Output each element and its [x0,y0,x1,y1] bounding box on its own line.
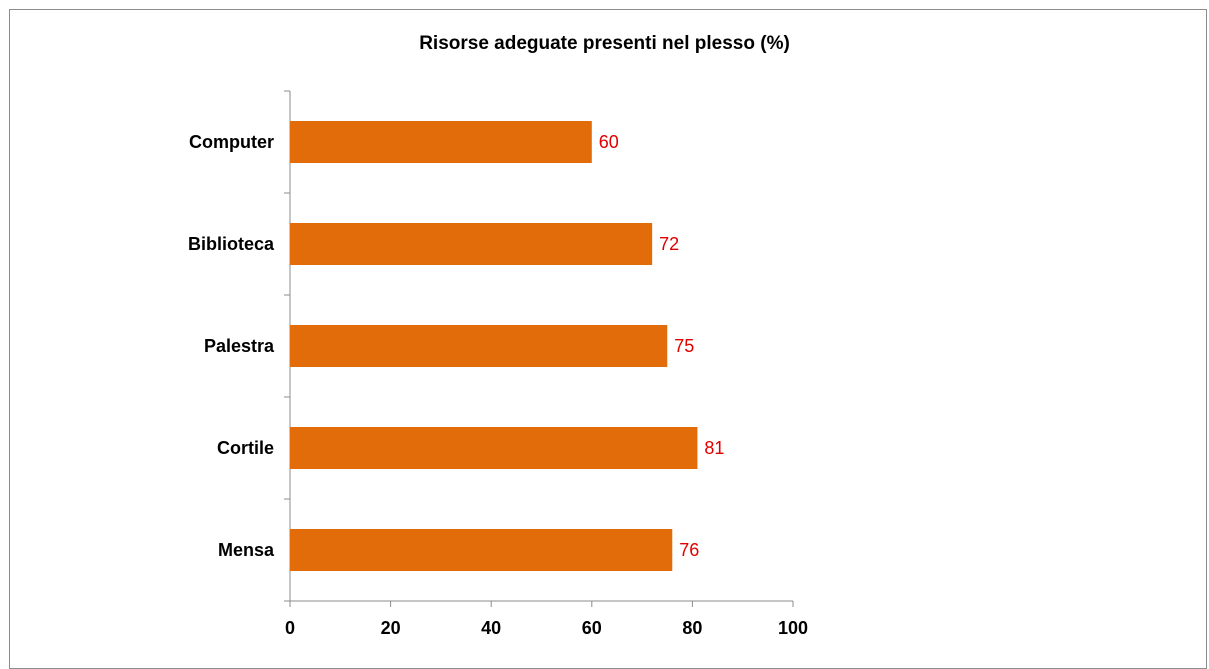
chart-title: Risorse adeguate presenti nel plesso (%) [419,33,790,54]
x-tick-label: 0 [285,618,295,638]
bar [290,223,653,265]
x-tick-label: 40 [481,618,501,638]
bar [290,427,698,469]
category-label: Biblioteca [188,234,275,254]
x-tick-label: 80 [682,618,702,638]
data-label: 75 [674,336,694,356]
data-label: 76 [679,540,699,560]
category-label: Mensa [218,540,275,560]
bar-chart: 0 20 40 60 80 100 Computer 60 Biblioteca 72 Palest… [188,90,808,638]
category-label: Palestra [204,336,275,356]
bar [290,121,592,163]
category-label: Computer [189,132,274,152]
x-tick-label: 20 [381,618,401,638]
data-label: 72 [659,234,679,254]
x-tick-label: 60 [582,618,602,638]
bar [290,325,668,367]
bar [290,529,673,571]
data-label: 81 [704,438,724,458]
data-label: 60 [599,132,619,152]
x-tick-label: 100 [778,618,808,638]
category-label: Cortile [217,438,274,458]
